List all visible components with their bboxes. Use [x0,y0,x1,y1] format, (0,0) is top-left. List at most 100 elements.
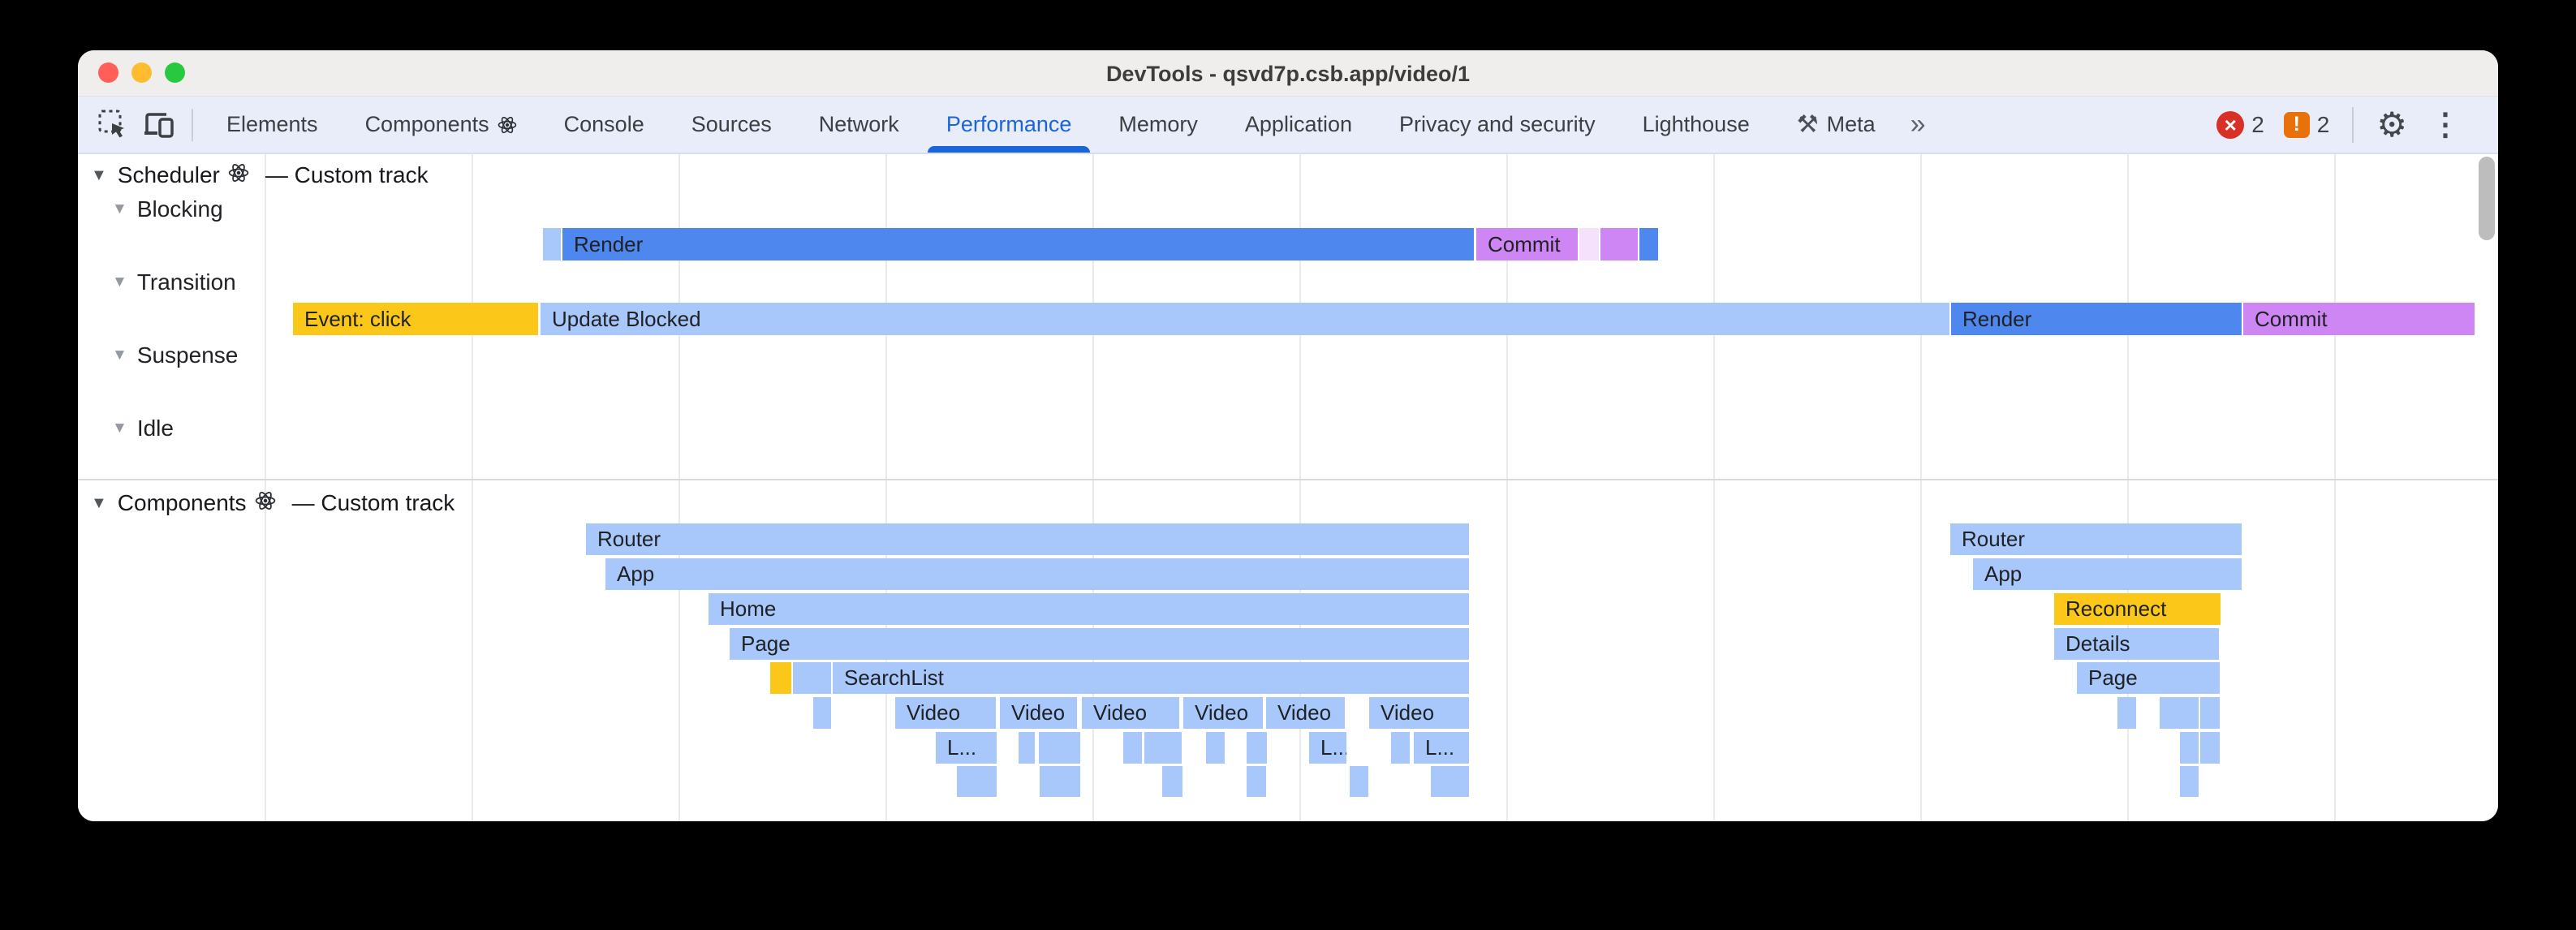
track-divider [78,479,2498,480]
flame-bar-reconnect[interactable]: Reconnect [2054,593,2221,625]
flame-bar[interactable] [1391,732,1410,764]
flame-bar[interactable] [2180,766,2199,797]
flame-bar[interactable] [543,228,561,260]
track-header-components[interactable]: ▼ Components — Custom track [91,489,454,518]
flame-bar-video[interactable]: Video [1082,697,1179,729]
flame-bar[interactable] [1040,766,1080,797]
flame-bar-app[interactable]: App [605,558,1469,590]
flame-bar[interactable] [1247,732,1267,764]
flame-bar-l[interactable]: L... [1414,732,1469,764]
flame-bar-video[interactable]: Video [895,697,996,729]
flame-bar[interactable] [2200,697,2220,729]
tab-memory[interactable]: Memory [1095,97,1221,153]
flame-bar-router[interactable]: Router [1950,523,2242,555]
flame-bar-home[interactable]: Home [709,593,1469,625]
window-titlebar[interactable]: DevTools - qsvd7p.csb.app/video/1 [78,50,2498,97]
inspect-element-icon[interactable] [95,106,132,144]
flame-bar-searchlist[interactable]: SearchList [833,662,1469,694]
time-gridline [472,154,473,821]
flame-bar[interactable] [2200,732,2220,764]
time-gridline [2127,154,2129,821]
lane-blocking[interactable]: ▼ Blocking [112,195,223,224]
collapse-triangle-icon[interactable]: ▼ [112,420,127,437]
zoom-window-button[interactable] [165,62,185,83]
tab-lighthouse[interactable]: Lighthouse [1619,97,1773,153]
flame-bar[interactable] [1123,732,1142,764]
flame-bar-l[interactable]: L... [936,732,997,764]
collapse-triangle-icon[interactable]: ▼ [112,273,127,291]
flame-bar[interactable] [1350,766,1368,797]
collapse-triangle-icon[interactable]: ▼ [112,347,127,364]
flame-bar[interactable] [1039,732,1080,764]
flame-bar[interactable] [1162,766,1182,797]
flame-bar[interactable] [957,766,997,797]
flame-chart[interactable]: ▼ Scheduler — Custom track ▼ Components — Cus… [78,154,2498,821]
flame-bar[interactable] [1431,766,1469,797]
flame-bar-commit[interactable]: Commit [2243,303,2475,335]
flame-bar[interactable] [2180,732,2199,764]
lane-label: Transition [136,269,236,295]
tab-console[interactable]: Console [541,97,668,153]
flame-bar[interactable] [1247,766,1266,797]
console-warnings-indicator[interactable]: ! 2 [2283,111,2329,138]
flame-bar-app[interactable]: App [1973,558,2242,590]
kebab-menu-icon[interactable]: ⋮ [2430,108,2461,142]
tab-sources[interactable]: Sources [668,97,795,153]
flame-bar-page[interactable]: Page [2077,662,2220,694]
flame-bar-commit[interactable]: Commit [1476,228,1578,260]
flame-bar-l[interactable]: L... [1309,732,1346,764]
flame-bar-details[interactable]: Details [2054,628,2219,660]
flame-bar[interactable] [1144,732,1182,764]
flame-bar-update-blocked[interactable]: Update Blocked [541,303,1949,335]
tab-application[interactable]: Application [1221,97,1376,153]
toolbar-separator [192,108,193,141]
flame-bar[interactable] [793,662,831,694]
flame-bar[interactable] [2160,697,2199,729]
tab-meta[interactable]: ⚒ Meta [1773,97,1899,153]
flame-bar-video[interactable]: Video [1183,697,1263,729]
vertical-scrollbar-thumb[interactable] [2479,157,2495,240]
flame-bar-page[interactable]: Page [730,628,1469,660]
tab-components[interactable]: Components [342,97,541,153]
tab-label: Network [818,112,899,136]
more-tabs-button[interactable]: » [1910,109,1926,140]
flame-bar[interactable] [1579,228,1599,260]
flame-bar-video[interactable]: Video [1369,697,1469,729]
flame-bar[interactable] [1639,228,1658,260]
flame-bar-render[interactable]: Render [1951,303,2242,335]
flame-bar[interactable] [1019,732,1035,764]
flame-bar[interactable] [1206,732,1225,764]
collapse-triangle-icon[interactable]: ▼ [91,493,107,512]
flame-bar[interactable] [2117,697,2136,729]
console-errors-indicator[interactable]: × 2 [2216,110,2264,139]
flame-bar-video[interactable]: Video [1000,697,1077,729]
minimize-window-button[interactable] [131,62,152,83]
toggle-device-toolbar-icon[interactable] [140,106,178,144]
flame-bar-render[interactable]: Render [562,228,1474,260]
tab-elements[interactable]: Elements [203,97,342,153]
tab-label: Meta [1826,112,1876,136]
tab-network[interactable]: Network [795,97,923,153]
tab-performance[interactable]: Performance [923,97,1096,153]
lane-transition[interactable]: ▼ Transition [112,268,236,297]
collapse-triangle-icon[interactable]: ▼ [91,166,107,184]
lane-suspense[interactable]: ▼ Suspense [112,341,238,370]
close-window-button[interactable] [98,62,118,83]
flame-bar[interactable] [770,662,791,694]
tab-label: Elements [226,112,318,136]
collapse-triangle-icon[interactable]: ▼ [112,200,127,217]
tab-label: Console [563,112,644,136]
tab-label: Lighthouse [1642,112,1750,136]
flame-bar[interactable] [813,697,831,729]
warning-icon: ! [2283,111,2310,138]
flame-bar-event-click[interactable]: Event: click [293,303,538,335]
flame-bar-video[interactable]: Video [1266,697,1345,729]
devtools-tab-strip: Elements Components Console Sources Network P… [203,97,1899,153]
settings-gear-icon[interactable]: ⚙ [2376,105,2407,144]
flame-bar-router[interactable]: Router [586,523,1469,555]
flame-bar[interactable] [1600,228,1638,260]
tab-privacy-and-security[interactable]: Privacy and security [1376,97,1619,153]
lane-idle[interactable]: ▼ Idle [112,414,174,443]
track-header-scheduler[interactable]: ▼ Scheduler — Custom track [91,161,429,190]
